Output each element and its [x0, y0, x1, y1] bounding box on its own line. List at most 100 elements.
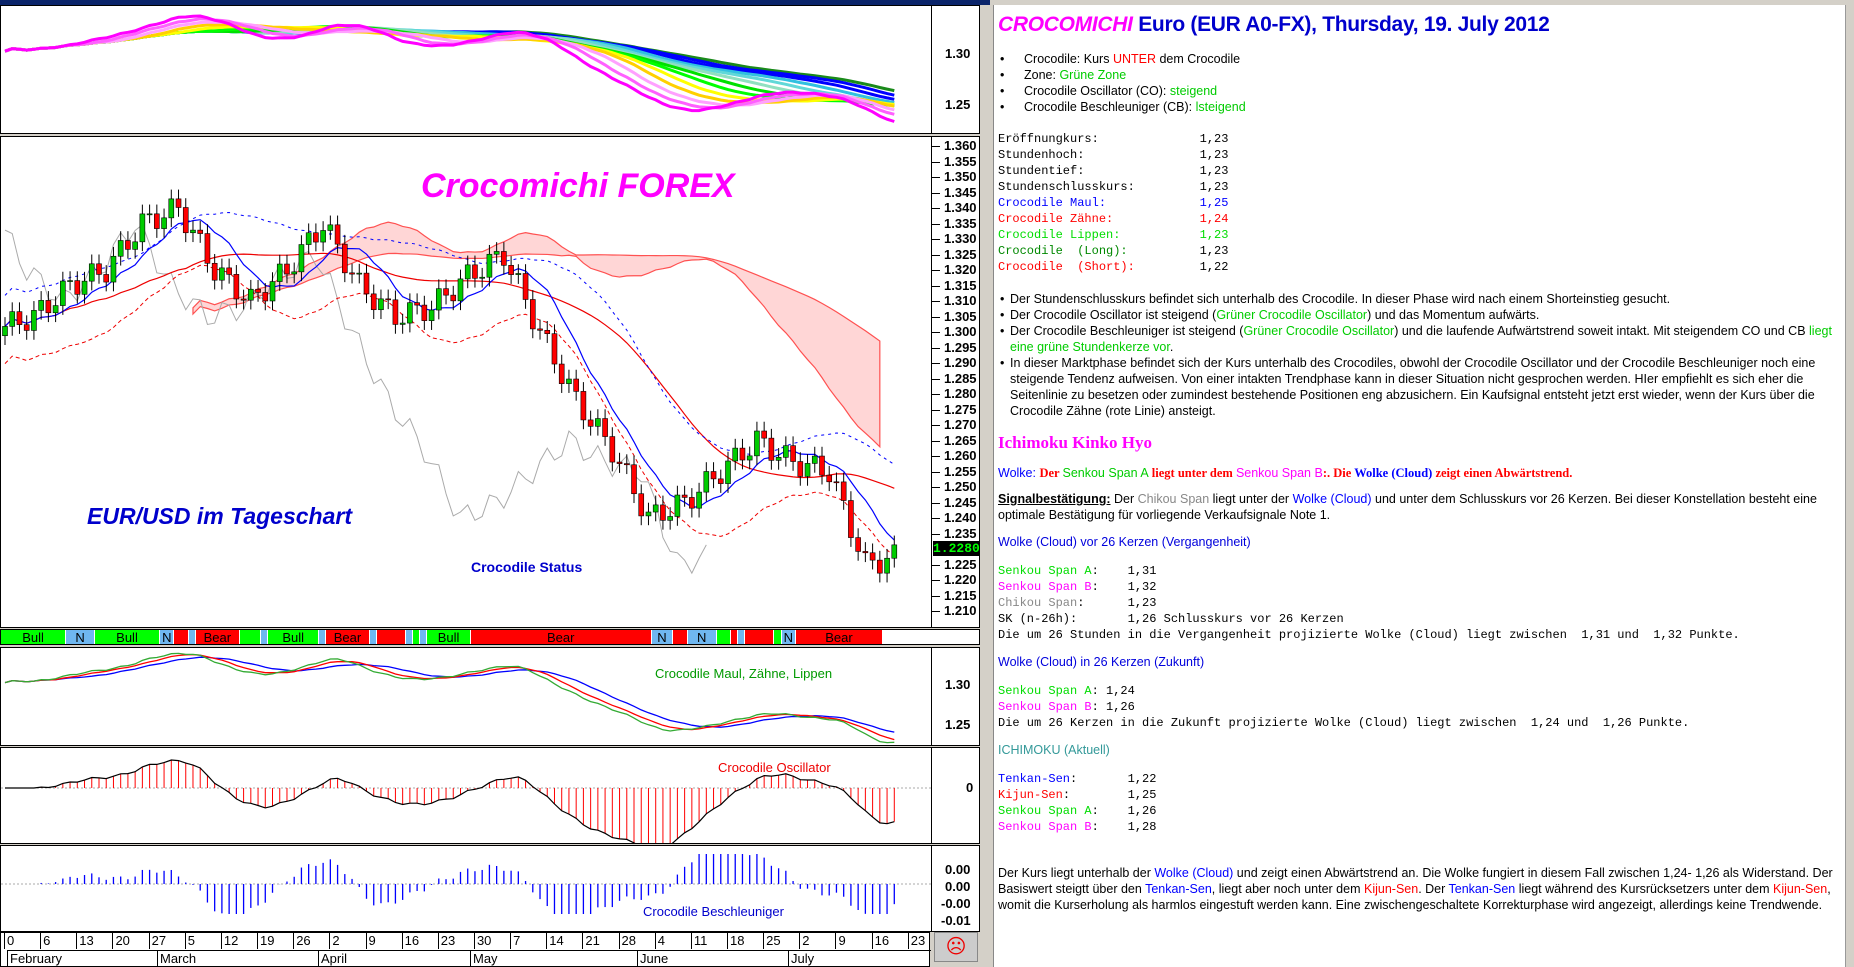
y-tick-mark	[932, 223, 940, 225]
candle	[645, 511, 652, 517]
text-segment: Senkou Span B	[1235, 466, 1323, 480]
future-cloud-heading: Wolke (Cloud) in 26 Kerzen (Zukunft)	[998, 655, 1205, 669]
value: 1,28	[1127, 820, 1157, 834]
candle	[479, 276, 485, 279]
candle	[566, 378, 572, 384]
vertical-scrollbar[interactable]	[1845, 5, 1854, 967]
candle	[399, 322, 406, 325]
y-tick-mark	[932, 487, 940, 488]
candle	[334, 224, 341, 245]
y-tick: 1.245	[944, 494, 977, 510]
brand-name: CROCOMICHI	[998, 13, 1133, 36]
y-tick-mark	[932, 177, 940, 178]
text-segment: Grüner Crocodile Oscillator	[1216, 308, 1368, 322]
tenkan-sen-line	[4, 219, 895, 541]
oscillator-line	[5, 759, 895, 843]
y-tick: -0.01	[941, 913, 971, 928]
candle	[768, 437, 775, 461]
y-tick: 1.275	[944, 401, 977, 417]
status-segment-n	[188, 630, 197, 644]
candle	[616, 461, 623, 464]
candle	[443, 288, 449, 296]
y-tick-mark	[932, 456, 940, 457]
value: 1,22	[1127, 772, 1157, 786]
date-tick: 2	[329, 933, 340, 949]
candle	[710, 471, 717, 480]
candle	[233, 274, 240, 300]
status-segment-n: N	[781, 630, 797, 644]
y-tick: 1.25	[945, 717, 971, 732]
date-tick: 27	[148, 933, 166, 949]
candle	[609, 436, 616, 463]
status-segment-n: N	[160, 630, 175, 644]
candle	[450, 294, 457, 302]
value-label: Crocodile Maul:	[998, 196, 1107, 210]
text-segment: UNTER	[1112, 52, 1156, 66]
text-segment: Der Stundenschlusskurs befindet sich unt…	[1010, 292, 1671, 306]
crocodile-lines-panel: Crocodile Maul, Zähne, Lippen 1.30 1.25	[0, 647, 980, 746]
value-label: SK (n-26h)	[998, 612, 1071, 626]
text-segment: steigend	[1169, 84, 1218, 98]
candle	[52, 305, 59, 314]
status-segment-n: N	[687, 630, 717, 644]
text-segment: dem Crocodile	[1156, 52, 1241, 66]
status-segment-n	[405, 630, 413, 644]
status-segment-bull	[412, 630, 421, 644]
y-tick: 1.320	[944, 262, 977, 277]
candle	[103, 274, 110, 283]
value-label: Senkou Span B	[998, 580, 1092, 594]
ichimoku-heading: Ichimoku Kinko Hyo	[998, 433, 1152, 452]
value: 1,24	[1106, 684, 1135, 698]
y-tick: 1.30	[945, 46, 971, 61]
y-tick: 1.340	[944, 200, 977, 215]
y-tick-mark	[932, 502, 940, 504]
status-segment-bear	[376, 630, 406, 644]
window-title-strip	[0, 0, 990, 5]
candle	[370, 293, 377, 311]
candle	[595, 418, 601, 427]
crocodile-lines-label: Crocodile Maul, Zähne, Lippen	[655, 666, 833, 681]
value-row: Stundenschlusskurs: 1,23	[998, 179, 1841, 195]
y-tick-mark	[932, 425, 940, 426]
value-row: Stundenhoch: 1,23	[998, 147, 1841, 163]
candle	[407, 302, 413, 324]
crocodile-lines-chart	[4, 652, 895, 744]
candle	[81, 280, 88, 295]
candle	[269, 281, 276, 302]
candle	[551, 333, 558, 365]
conclusion-paragraph: Der Kurs liegt unterhalb der Wolke (Clou…	[998, 865, 1841, 913]
candle	[117, 240, 124, 257]
candle	[580, 391, 587, 421]
date-tick: 0	[4, 933, 14, 949]
y-tick: 1.260	[944, 448, 977, 463]
status-segment-bull: Bull	[268, 630, 320, 644]
text-segment: liegt eine grüne Stundenkerze vor	[1010, 324, 1832, 354]
text-segment: Kijun-Sen	[1363, 882, 1419, 896]
y-tick: 1.285	[944, 370, 977, 386]
value-label: Senkou Span B	[998, 700, 1092, 714]
candle	[378, 298, 384, 311]
accelerator-chart	[1, 854, 931, 914]
value-row: Crocodile Zähne: 1,24	[998, 211, 1841, 227]
y-tick: 1.355	[944, 153, 977, 169]
sad-face-icon[interactable]: ☹	[934, 932, 978, 962]
candle	[660, 504, 666, 521]
y-tick: 1.220	[944, 572, 977, 587]
y-tick: 1.310	[944, 293, 977, 308]
status-segment-n: N	[66, 630, 95, 644]
status-segment-n	[369, 630, 377, 644]
candle	[74, 280, 81, 295]
y-tick-mark	[932, 394, 940, 395]
value-row: Stundentief: 1,23	[998, 163, 1841, 179]
y-tick-mark	[932, 440, 940, 442]
text-segment: Crocodile Oscillator (CO):	[1024, 84, 1170, 98]
text-segment: Crocodile: Kurs	[1024, 52, 1113, 66]
candle	[9, 311, 16, 327]
value: 1,32	[1127, 580, 1157, 594]
text-segment: liegt während des Kursrücksetzers unter …	[1515, 882, 1774, 896]
past-cloud-values: Senkou Span A: 1,31 Senkou Span B: 1,32 Ch…	[998, 563, 1841, 627]
wolke-line: Wolke: Der Senkou Span A liegt unter dem…	[998, 465, 1841, 481]
value: 1,26 Schlusskurs vor 26 Kerzen	[1127, 612, 1344, 626]
candle	[342, 243, 348, 274]
candle	[761, 430, 767, 439]
